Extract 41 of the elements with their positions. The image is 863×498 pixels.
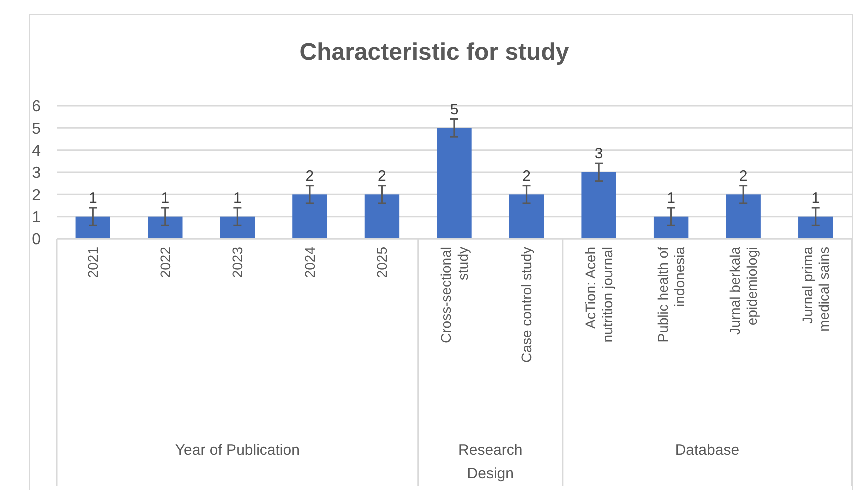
x-tick-label: AcTion: Aceh nutrition journal [582, 247, 616, 343]
bar [76, 216, 110, 239]
bar [726, 194, 761, 239]
data-label: 1 [667, 190, 676, 207]
data-label: 2 [306, 168, 314, 185]
chart-title: Characteristic for study [300, 39, 570, 66]
data-label: 1 [812, 190, 820, 207]
data-label: 1 [161, 190, 170, 207]
text: Year of Publication [175, 442, 300, 459]
text: Research Design [458, 442, 523, 482]
data-label: 3 [594, 146, 604, 163]
bar [654, 216, 689, 239]
x-tick-label: Cross-sectional study [438, 247, 471, 344]
data-label: 2 [739, 168, 748, 185]
y-tick-label: 3 [32, 165, 42, 182]
y-tick-label: 2 [32, 187, 42, 204]
data-label: 2 [522, 168, 531, 185]
bar [509, 194, 544, 239]
x-tick-label: 2025 [374, 246, 390, 278]
x-tick-label: 2024 [302, 246, 318, 278]
data-label: 2 [378, 168, 386, 185]
data-label: 1 [88, 190, 98, 207]
bar [798, 216, 834, 239]
x-tick-label: Case control study [518, 247, 535, 363]
bar [148, 216, 183, 239]
y-tick-label: 5 [32, 120, 42, 138]
data-label: 5 [450, 101, 459, 118]
text: Database [675, 442, 740, 459]
bar [582, 172, 616, 239]
y-tick-label: 0 [32, 232, 42, 249]
x-tick-label: 2021 [85, 246, 102, 278]
bar [364, 194, 400, 239]
bar [220, 216, 256, 239]
data-label: 1 [234, 190, 242, 207]
y-tick-label: 4 [32, 142, 42, 160]
bar [437, 128, 472, 239]
x-tick-label: 2023 [230, 246, 246, 278]
bar [292, 194, 328, 239]
x-tick-label: 2022 [157, 246, 174, 278]
y-tick-label: 6 [32, 98, 42, 116]
y-tick-label: 1 [32, 209, 42, 226]
